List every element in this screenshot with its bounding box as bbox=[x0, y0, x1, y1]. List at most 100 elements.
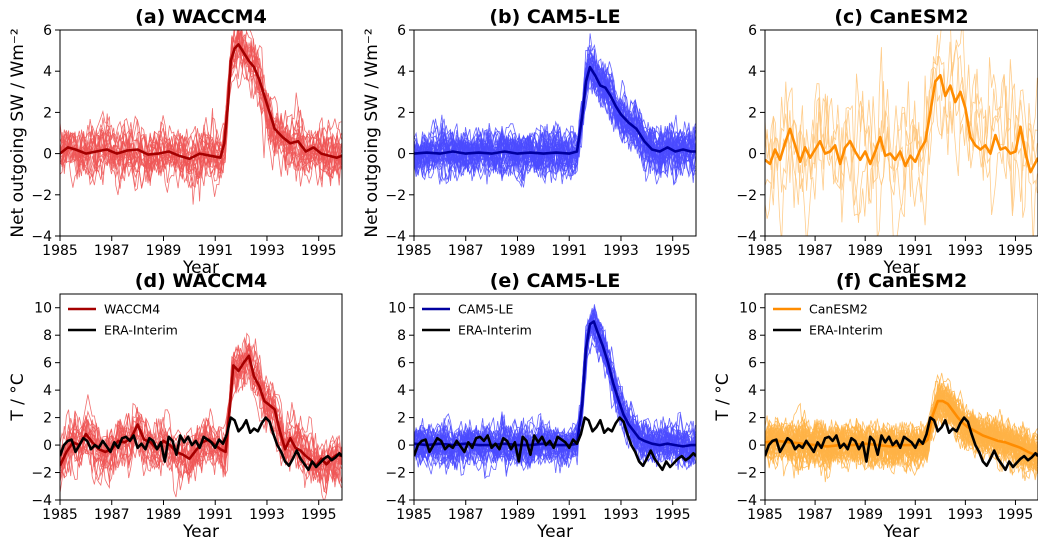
y-tick-label: 10 bbox=[388, 301, 406, 317]
y-tick-label: 6 bbox=[397, 356, 406, 372]
x-tick-label: 1987 bbox=[94, 243, 130, 259]
y-tick-label: 6 bbox=[43, 23, 52, 39]
ensemble-member-d-18 bbox=[60, 345, 342, 498]
y-tick-label: 4 bbox=[43, 64, 52, 80]
y-tick-label: −4 bbox=[385, 229, 406, 245]
ensemble-members-b bbox=[414, 33, 696, 188]
y-tick-label: 0 bbox=[748, 147, 757, 163]
y-tick-label: 4 bbox=[397, 383, 406, 399]
panel-title: (b) CAM5-LE bbox=[489, 6, 620, 28]
y-tick-label: 4 bbox=[43, 383, 52, 399]
ensemble-member-c-3 bbox=[765, 41, 1038, 236]
era-interim-line-f bbox=[765, 416, 1038, 472]
ensemble-member-a-18 bbox=[60, 36, 342, 187]
y-tick-label: 2 bbox=[748, 411, 757, 427]
x-tick-label: 1993 bbox=[249, 507, 285, 523]
x-tick-label: 1989 bbox=[847, 507, 883, 523]
ensemble-member-a-11 bbox=[60, 33, 342, 197]
x-tick-label: 1995 bbox=[301, 507, 337, 523]
y-tick-label: 2 bbox=[748, 105, 757, 121]
ensemble-members-d bbox=[60, 332, 342, 500]
x-tick-label: 1991 bbox=[197, 507, 233, 523]
axes-frame-c bbox=[764, 29, 1038, 237]
x-tick-label: 1995 bbox=[301, 243, 337, 259]
x-tick-label: 1991 bbox=[197, 243, 233, 259]
y-tick-label: 2 bbox=[43, 411, 52, 427]
y-tick-label: −4 bbox=[31, 229, 52, 245]
axes-frame-a bbox=[59, 29, 343, 237]
x-tick-label: 1989 bbox=[500, 243, 536, 259]
y-tick-label: −2 bbox=[385, 466, 406, 482]
x-axis-label: Year bbox=[536, 522, 573, 539]
y-tick-label: 10 bbox=[34, 301, 52, 317]
x-tick-label: 1991 bbox=[897, 507, 933, 523]
x-tick-label: 1993 bbox=[249, 243, 285, 259]
legend-label: CanESM2 bbox=[809, 302, 868, 317]
y-tick-label: −2 bbox=[31, 188, 52, 204]
x-tick-label: 1985 bbox=[42, 507, 78, 523]
y-tick-label: 4 bbox=[748, 64, 757, 80]
panel-title: (f) CanESM2 bbox=[836, 270, 967, 292]
panel-f: 1985 1987 1989 1991 1993 1995 −4 −2 0 2 4 6 8 10 (f) C… bbox=[713, 270, 1038, 539]
y-tick-label: −4 bbox=[736, 229, 757, 245]
ensemble-member-a-19 bbox=[60, 32, 342, 196]
ensemble-members-c bbox=[765, 30, 1038, 236]
ensemble-member-f-45 bbox=[765, 386, 1038, 470]
x-tick-label: 1989 bbox=[500, 507, 536, 523]
ensemble-member-c-1 bbox=[765, 34, 1038, 217]
x-tick-label: 1989 bbox=[146, 243, 182, 259]
ensemble-member-a-17 bbox=[60, 30, 342, 188]
x-tick-label: 1987 bbox=[448, 243, 484, 259]
y-tick-label: 6 bbox=[748, 23, 757, 39]
y-tick-label: −4 bbox=[31, 493, 52, 509]
y-axis-label: T / °C bbox=[713, 373, 733, 421]
axes-frame-e bbox=[413, 293, 697, 501]
y-axis-label: Net outgoing SW / Wm⁻² bbox=[8, 28, 28, 237]
y-tick-label: 0 bbox=[748, 438, 757, 454]
x-tick-label: 1995 bbox=[998, 507, 1034, 523]
y-tick-label: 2 bbox=[43, 105, 52, 121]
panel-a: 1985 1987 1989 1991 1993 1995 −4 −2 0 2 4 6 (a) WACC… bbox=[8, 6, 343, 278]
y-tick-label: −2 bbox=[31, 466, 52, 482]
axes-frame-f bbox=[764, 293, 1038, 501]
ensemble-members-e bbox=[414, 304, 696, 480]
panel-d: 1985 1987 1989 1991 1993 1995 −4 −2 0 2 4 6 8 10 (d) W… bbox=[8, 270, 343, 539]
panel-title: (d) WACCM4 bbox=[135, 270, 267, 292]
x-axis-label: Year bbox=[883, 522, 920, 539]
x-tick-label: 1993 bbox=[948, 243, 984, 259]
x-tick-label: 1995 bbox=[655, 507, 691, 523]
y-tick-label: 8 bbox=[748, 328, 757, 344]
x-tick-label: 1985 bbox=[747, 507, 783, 523]
x-tick-label: 1987 bbox=[797, 243, 833, 259]
ensemble-member-b-29 bbox=[414, 58, 696, 180]
era-interim-line-d bbox=[60, 416, 342, 472]
legend-label: CAM5-LE bbox=[458, 302, 513, 317]
x-tick-label: 1985 bbox=[42, 243, 78, 259]
legend-label: ERA-Interim bbox=[104, 323, 178, 338]
y-tick-label: 4 bbox=[748, 383, 757, 399]
y-axis-label: Net outgoing SW / Wm⁻² bbox=[362, 28, 382, 237]
y-tick-label: 2 bbox=[397, 105, 406, 121]
y-tick-label: −4 bbox=[736, 493, 757, 509]
panel-title: (a) WACCM4 bbox=[135, 6, 267, 28]
y-tick-label: 6 bbox=[397, 23, 406, 39]
x-tick-label: 1993 bbox=[603, 243, 639, 259]
x-tick-label: 1987 bbox=[94, 507, 130, 523]
y-tick-label: 6 bbox=[748, 356, 757, 372]
ensemble-members-f bbox=[765, 372, 1038, 483]
x-axis-label: Year bbox=[883, 258, 920, 278]
ensemble-member-b-33 bbox=[414, 58, 696, 183]
y-tick-label: −2 bbox=[736, 466, 757, 482]
x-tick-label: 1993 bbox=[603, 507, 639, 523]
panel-c: 1985 1987 1989 1991 1993 1995 −4 −2 0 2 4 6 (c) CanE… bbox=[736, 6, 1038, 278]
x-tick-label: 1985 bbox=[396, 243, 432, 259]
y-tick-label: 0 bbox=[397, 147, 406, 163]
x-tick-label: 1991 bbox=[551, 507, 587, 523]
y-tick-label: 0 bbox=[43, 147, 52, 163]
y-tick-label: 10 bbox=[739, 301, 757, 317]
x-tick-label: 1985 bbox=[396, 507, 432, 523]
x-tick-label: 1993 bbox=[948, 507, 984, 523]
era-interim-line-e bbox=[414, 416, 696, 472]
ensemble-mean-line-a bbox=[60, 43, 342, 161]
ensemble-member-b-27 bbox=[414, 70, 696, 181]
